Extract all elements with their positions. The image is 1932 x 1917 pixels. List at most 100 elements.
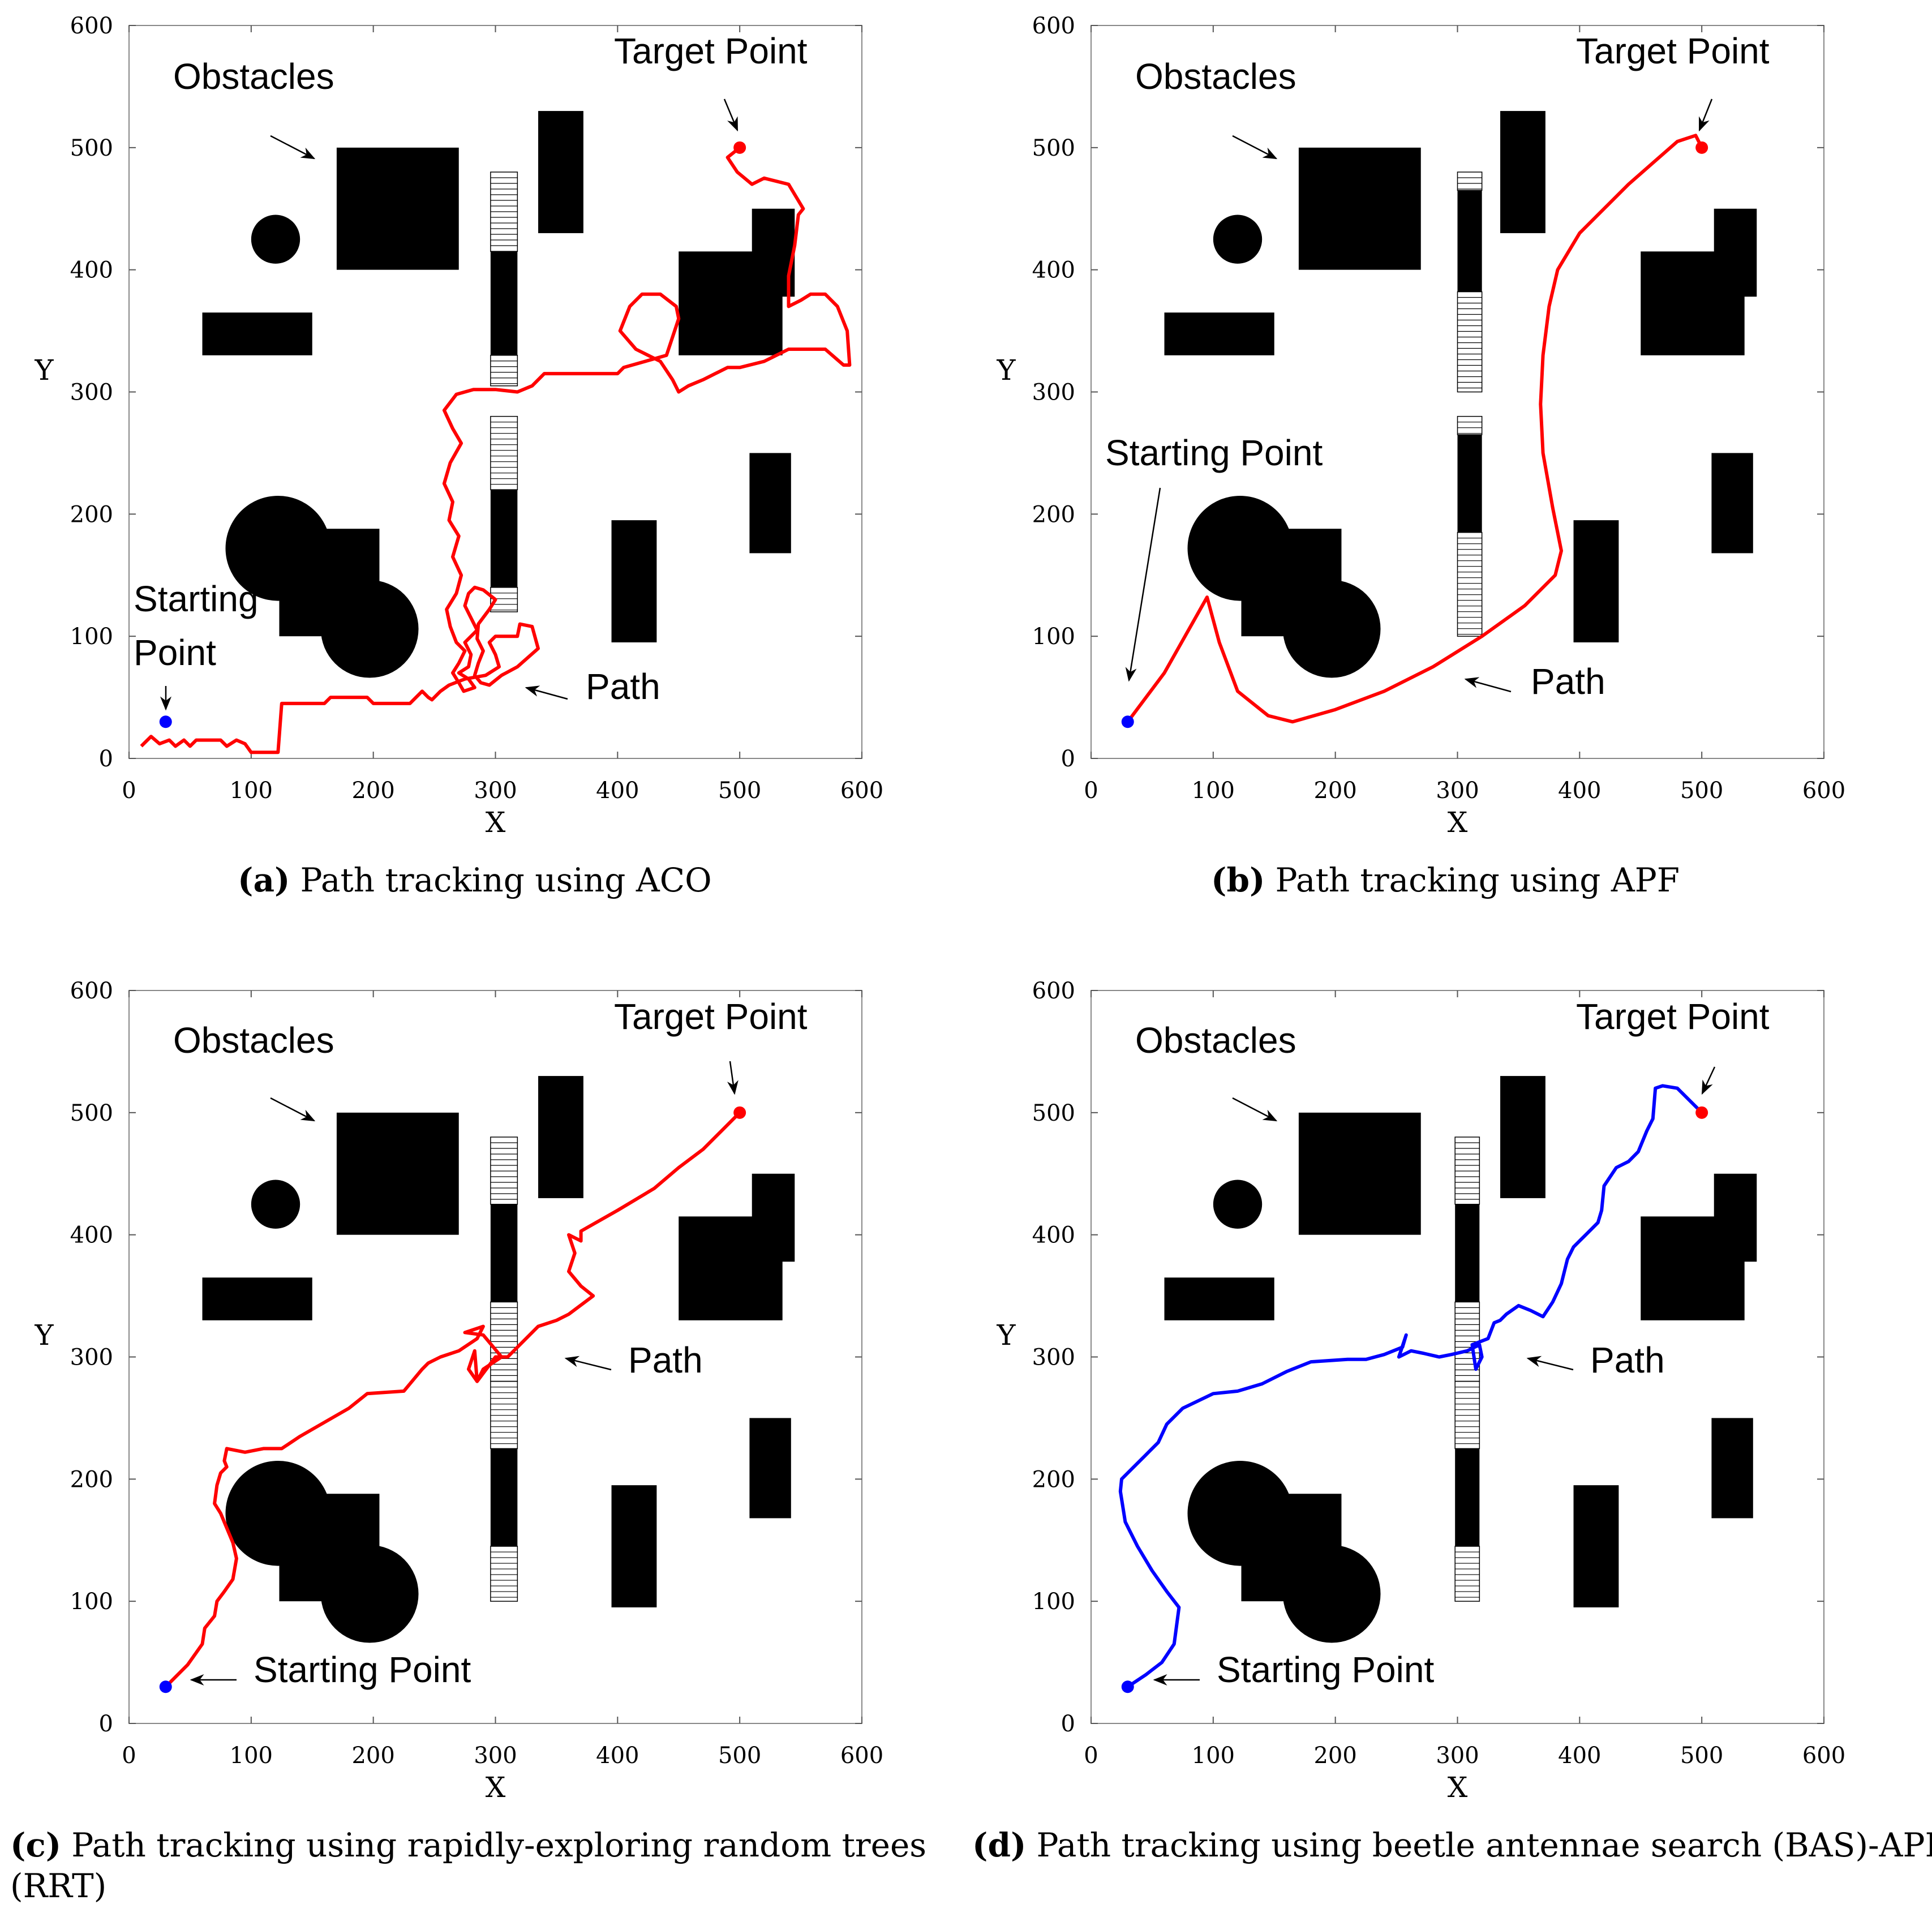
obstacle-rect (1298, 147, 1421, 270)
gate-striped (490, 1380, 518, 1449)
obstacle-circle (1282, 1545, 1381, 1643)
annotation-arrow (564, 1356, 612, 1371)
obstacle-rect (752, 1173, 795, 1262)
label-path: Path (586, 666, 660, 707)
obstacle-circle (1213, 215, 1263, 264)
x-tick-label: 500 (718, 1743, 761, 1769)
annotation-arrow (1125, 487, 1161, 682)
x-tick-label: 0 (1084, 778, 1098, 804)
y-tick-label: 0 (99, 746, 113, 772)
x-tick-label: 400 (1558, 1743, 1601, 1769)
x-axis-label: X (486, 806, 506, 839)
x-tick-label: 600 (840, 1743, 883, 1769)
obstacle-circle (225, 495, 331, 601)
obstacle-circle (1213, 1180, 1263, 1229)
x-tick-label: 600 (840, 778, 883, 804)
x-tick-label: 0 (1084, 1743, 1098, 1769)
obstacle-rect (1573, 1485, 1619, 1607)
y-tick-label: 0 (1061, 746, 1075, 772)
label-target-point: Target Point (1576, 31, 1770, 71)
y-tick-label: 100 (1032, 624, 1075, 650)
label-target-point: Target Point (1576, 996, 1770, 1037)
y-tick-label: 600 (70, 13, 113, 39)
start-point-marker (1121, 1680, 1134, 1693)
x-tick-label: 300 (1436, 1743, 1479, 1769)
y-tick-label: 300 (1032, 1345, 1075, 1371)
obstacle-rect (538, 1076, 583, 1198)
annotation-arrow (525, 685, 568, 700)
y-tick-label: 500 (70, 135, 113, 161)
label-starting-point: Starting Point (1105, 432, 1323, 473)
y-tick-label: 300 (1032, 380, 1075, 406)
x-tick-label: 500 (1680, 1743, 1723, 1769)
annotation-arrow (1526, 1356, 1574, 1371)
y-tick-label: 500 (70, 1100, 113, 1126)
label-target-point: Target Point (614, 996, 808, 1037)
gate-solid (1455, 1448, 1480, 1547)
obstacle-rect (1164, 312, 1274, 355)
caption-b-text: Path tracking using APF (1275, 861, 1680, 899)
x-tick-label: 100 (1192, 1743, 1235, 1769)
gate-solid (490, 251, 518, 355)
caption-a: (a) Path tracking using ACO (238, 861, 712, 899)
obstacle-circle (320, 1545, 419, 1643)
gate-striped (1457, 415, 1483, 435)
caption-c-tag: (c) (10, 1826, 61, 1864)
x-axis-label: X (486, 1771, 506, 1804)
path-line-a (140, 146, 852, 754)
y-axis-label: Y (996, 1319, 1016, 1352)
x-tick-label: 100 (230, 1743, 273, 1769)
label-path: Path (628, 1340, 703, 1380)
panel-a: 0 100 200 300 400 500 600 0 100 200 300 400 500 600 X Y… (34, 13, 883, 839)
obstacle-circle (320, 580, 419, 678)
annotation-arrow (1701, 1066, 1716, 1095)
caption-d: (d) Path tracking using beetle antennae s… (972, 1826, 1932, 1864)
obstacle-circle (1187, 1460, 1293, 1566)
obstacle-rect (1298, 1112, 1421, 1235)
y-tick-label: 600 (70, 978, 113, 1004)
x-tick-label: 0 (122, 778, 136, 804)
obstacle-circle (225, 1460, 331, 1566)
start-point-marker (1121, 715, 1134, 728)
obstacle-circle (1282, 580, 1381, 678)
gate-striped (490, 355, 518, 387)
y-tick-label: 400 (70, 1223, 113, 1249)
plot-frame (128, 25, 862, 759)
annotation-arrow (1232, 135, 1278, 160)
x-tick-label: 100 (1192, 778, 1235, 804)
y-tick-label: 400 (70, 258, 113, 284)
obstacle-rect (1500, 1076, 1545, 1198)
obstacle-rect (611, 520, 657, 642)
label-path: Path (1531, 661, 1605, 702)
annotation-arrow (270, 135, 316, 160)
label-obstacles: Obstacles (1135, 1020, 1296, 1061)
caption-d-tag: (d) (972, 1826, 1026, 1864)
gate-solid (490, 1204, 518, 1302)
y-tick-label: 400 (1032, 258, 1075, 284)
gate-solid (1457, 190, 1482, 292)
gate-solid (490, 1448, 518, 1547)
caption-a-text: Path tracking using ACO (300, 861, 711, 899)
x-tick-label: 500 (1680, 778, 1723, 804)
target-point-marker (1695, 141, 1708, 154)
obstacle-rect (336, 147, 459, 270)
gate-striped (1454, 1380, 1480, 1449)
obstacle-circle (1187, 495, 1293, 601)
gate-striped (1454, 1546, 1480, 1602)
y-tick-label: 600 (1032, 13, 1075, 39)
y-axis-label: Y (996, 354, 1016, 387)
y-tick-label: 600 (1032, 978, 1075, 1004)
y-tick-label: 400 (1032, 1223, 1075, 1249)
caption-d-text: Path tracking using beetle antennae sear… (1036, 1826, 1932, 1864)
gate-solid (1455, 1204, 1480, 1302)
x-tick-label: 200 (1313, 778, 1356, 804)
gate-striped (490, 1137, 518, 1205)
target-point-marker (1695, 1106, 1708, 1119)
obstacle-rect (538, 111, 583, 233)
x-tick-label: 200 (351, 1743, 394, 1769)
caption-b-tag: (b) (1211, 861, 1265, 899)
x-tick-label: 300 (1436, 778, 1479, 804)
y-tick-label: 100 (70, 1589, 113, 1615)
x-tick-label: 300 (474, 778, 517, 804)
annotation-arrow (723, 98, 739, 132)
